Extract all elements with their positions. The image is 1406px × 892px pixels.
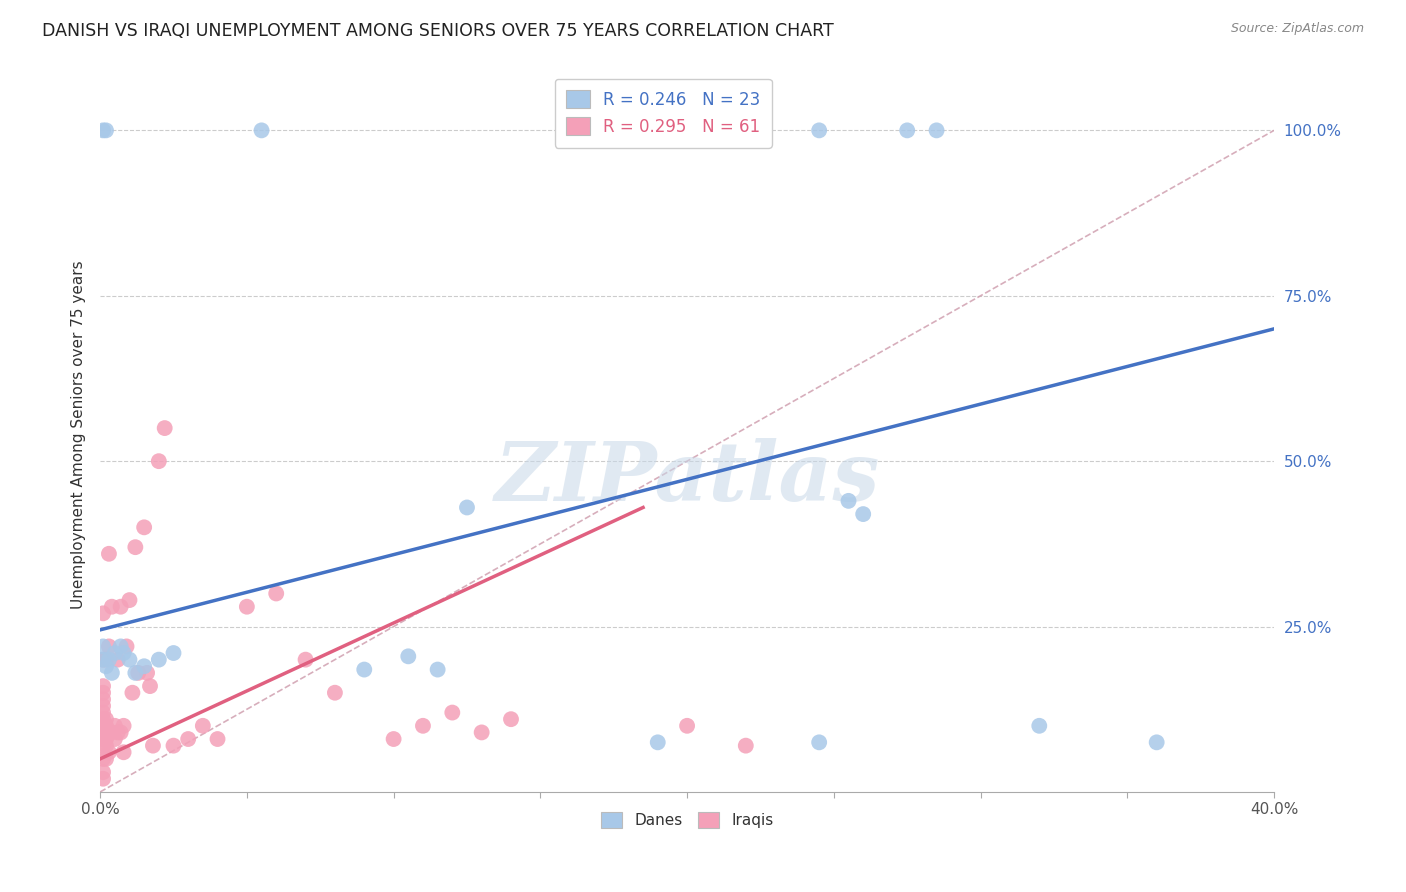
Point [91,640,114,654]
Point [91,739,114,753]
Point [294,653,316,667]
Point [112,745,135,759]
Point [162,739,184,753]
Point [121,686,143,700]
Point [1028,719,1050,733]
Point [134,520,156,534]
Point [104,719,127,733]
Point [676,719,699,733]
Point [91,653,114,667]
Point [426,663,449,677]
Point [734,739,756,753]
Text: DANISH VS IRAQI UNEMPLOYMENT AMONG SENIORS OVER 75 YEARS CORRELATION CHART: DANISH VS IRAQI UNEMPLOYMENT AMONG SENIO… [42,22,834,40]
Point [104,732,127,747]
Point [94,659,117,673]
Point [808,123,831,137]
Point [91,765,114,780]
Point [441,706,464,720]
Text: ZIPatlas: ZIPatlas [495,438,880,517]
Point [661,123,683,137]
Point [837,494,859,508]
Point [97,725,120,739]
Point [353,663,375,677]
Point [101,725,124,739]
Point [97,640,120,654]
Point [97,547,120,561]
Point [91,712,114,726]
Point [118,653,141,667]
Point [124,665,146,680]
Point [264,586,287,600]
Point [97,653,120,667]
Point [112,646,135,660]
Point [471,725,494,739]
Point [127,665,149,680]
Point [91,732,114,747]
Point [412,719,434,733]
Point [91,772,114,786]
Point [808,735,831,749]
Point [94,719,117,733]
Point [139,679,162,693]
Point [91,752,114,766]
Point [94,739,117,753]
Point [94,752,117,766]
Point [124,540,146,554]
Point [94,653,117,667]
Point [250,123,273,137]
Point [110,640,132,654]
Point [101,599,124,614]
Point [382,732,405,747]
Point [112,719,135,733]
Point [647,735,669,749]
Point [191,719,214,733]
Legend: Danes, Iraqis: Danes, Iraqis [595,805,780,834]
Point [136,665,159,680]
Text: Source: ZipAtlas.com: Source: ZipAtlas.com [1230,22,1364,36]
Point [91,123,114,137]
Point [148,454,170,468]
Point [97,745,120,759]
Point [896,123,918,137]
Point [91,686,114,700]
Point [925,123,948,137]
Point [153,421,176,435]
Point [499,712,522,726]
Point [142,739,165,753]
Point [110,725,132,739]
Point [94,732,117,747]
Point [134,659,156,673]
Point [396,649,419,664]
Point [115,640,138,654]
Point [104,646,127,660]
Point [177,732,200,747]
Point [91,698,114,713]
Point [107,653,129,667]
Point [148,653,170,667]
Point [91,653,114,667]
Point [91,679,114,693]
Point [101,665,124,680]
Point [94,123,117,137]
Point [207,732,229,747]
Point [323,686,346,700]
Point [852,507,875,521]
Y-axis label: Unemployment Among Seniors over 75 years: Unemployment Among Seniors over 75 years [72,260,86,609]
Point [91,607,114,621]
Point [1146,735,1168,749]
Point [162,646,184,660]
Point [110,599,132,614]
Point [91,692,114,706]
Point [107,725,129,739]
Point [91,725,114,739]
Point [91,706,114,720]
Point [236,599,259,614]
Point [91,719,114,733]
Point [118,593,141,607]
Point [456,500,478,515]
Point [94,712,117,726]
